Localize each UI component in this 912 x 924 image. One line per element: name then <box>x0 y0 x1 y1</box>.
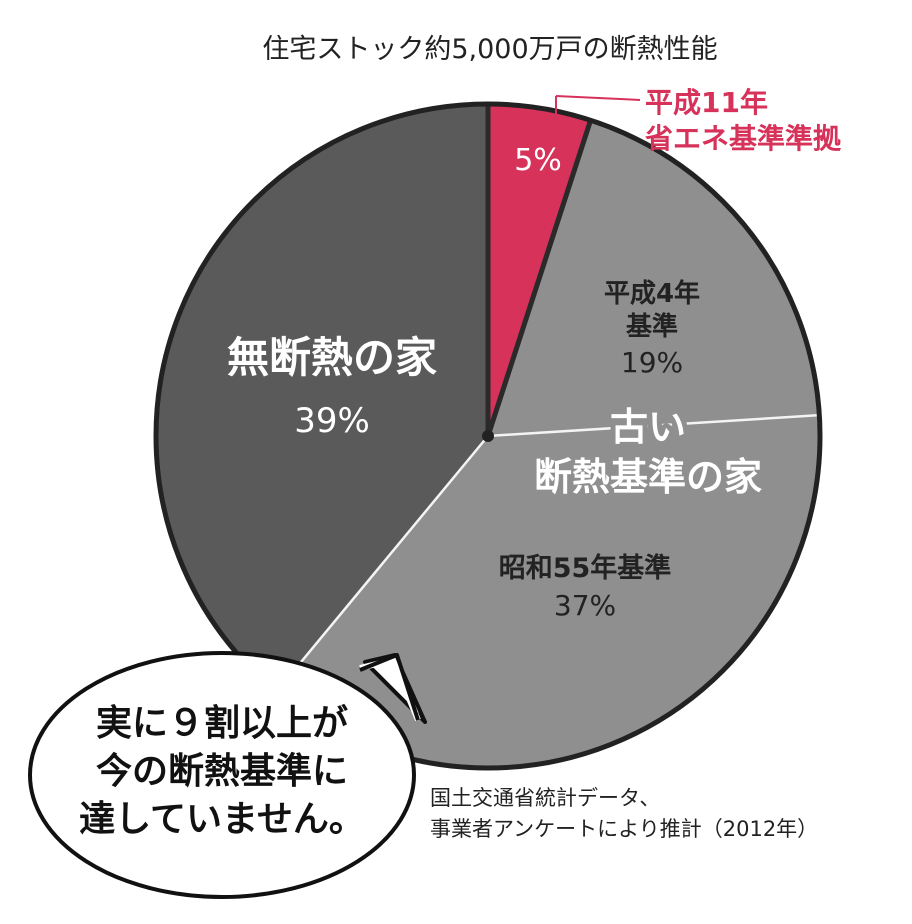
source-text: 事業者アンケートにより推計（2012年） <box>430 817 818 841</box>
pie-slice-3 <box>155 103 488 692</box>
slice-dividers <box>153 101 823 771</box>
group-label: 断熱基準の家 <box>534 455 762 499</box>
slice-category-label: 無断熱の家 <box>227 333 437 382</box>
slice-category-label: 平成4年 <box>604 278 700 309</box>
source-text: 国土交通省統計データ、 <box>430 786 660 810</box>
pie-outline <box>153 101 823 771</box>
callout-text: 実に９割以上が <box>96 703 348 744</box>
callout-ellipse <box>28 651 416 899</box>
pie-slices <box>155 103 820 768</box>
callout-text: 達していません。 <box>79 799 365 840</box>
slice-category-label: 基準 <box>626 311 678 342</box>
slice-category-label: 平成11年 <box>645 86 768 119</box>
divider-white-right <box>487 413 820 438</box>
slice-category-label: 省エネ基準準拠 <box>645 122 842 155</box>
slice-value-label: 19% <box>621 346 683 379</box>
pie-slice-2 <box>276 415 820 768</box>
slice-value-label: 39% <box>294 401 370 441</box>
slice-category-label: 昭和55年基準 <box>499 552 672 584</box>
slice-value-label: 5% <box>514 143 562 178</box>
callout-text: 今の断熱基準に <box>96 751 348 792</box>
callout-tail-outline <box>359 653 420 721</box>
divider-white-left <box>275 435 489 693</box>
source-note: 国土交通省統計データ、事業者アンケートにより推計（2012年） <box>430 786 818 841</box>
red-leader-line <box>555 95 641 101</box>
pie-slice-1 <box>488 120 820 436</box>
slice-value-label: 37% <box>554 589 616 622</box>
chart-title: 住宅ストック約5,000万戸の断熱性能 <box>262 34 717 65</box>
pie-center-dot <box>482 430 494 442</box>
group-label: 古い <box>610 405 686 449</box>
divider-red <box>485 119 593 437</box>
